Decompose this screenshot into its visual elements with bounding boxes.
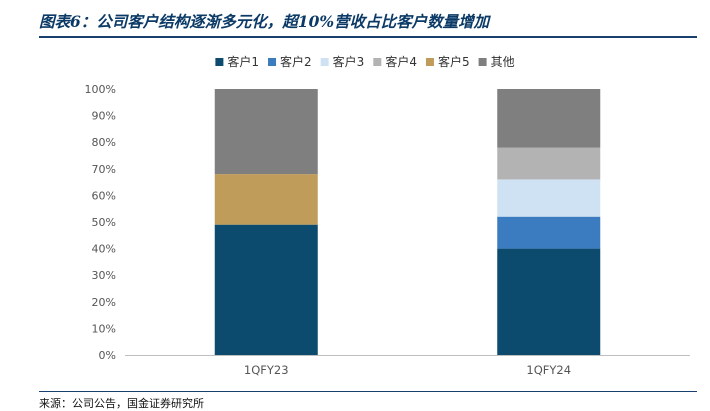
bars <box>214 89 601 355</box>
legend-label: 客户2 <box>280 54 312 69</box>
y-tick-label: 30% <box>92 269 116 282</box>
legend-swatch <box>425 58 434 66</box>
y-tick-label: 100% <box>85 83 116 96</box>
bar-segment <box>497 248 601 355</box>
legend-label: 客户4 <box>385 54 417 69</box>
source-rule <box>39 391 697 392</box>
legend-swatch <box>215 58 224 66</box>
bar-segment <box>497 216 601 249</box>
y-tick-label: 40% <box>92 243 116 256</box>
legend-swatch <box>478 58 487 66</box>
x-tick-label: 1QFY23 <box>244 363 289 377</box>
x-axis: 1QFY23 1QFY24 <box>125 355 690 377</box>
y-tick-label: 10% <box>92 322 116 335</box>
legend-swatch <box>268 58 277 66</box>
legend-label: 客户3 <box>333 54 365 69</box>
x-tick-label: 1QFY24 <box>526 363 571 377</box>
bar-segment <box>214 89 318 175</box>
y-tick-label: 90% <box>92 110 116 123</box>
legend-label: 客户5 <box>438 54 470 69</box>
legend: 客户1 客户2 客户3 客户4 客户5 其他 <box>215 54 515 69</box>
bar-segment <box>497 147 601 180</box>
y-axis: 0% 10% 20% 30% 40% 50% 60% 70% 80% 90% 100% <box>85 83 116 362</box>
y-tick-label: 60% <box>92 189 116 202</box>
legend-label: 客户1 <box>227 54 259 69</box>
bar-segment <box>497 179 601 217</box>
bar-segment <box>497 89 601 148</box>
y-tick-label: 80% <box>92 136 116 149</box>
y-tick-label: 50% <box>92 216 116 229</box>
legend-label: 其他 <box>491 55 515 69</box>
y-tick-label: 20% <box>92 296 116 309</box>
y-tick-label: 70% <box>92 163 116 176</box>
source-note: 来源：公司公告，国金证券研究所 <box>39 397 204 410</box>
bar-segment <box>214 224 318 355</box>
bar-segment <box>214 174 318 225</box>
legend-swatch <box>320 58 329 66</box>
legend-swatch <box>373 58 382 66</box>
y-tick-label: 0% <box>99 349 116 362</box>
figure-title: 图表6：公司客户结构逐渐多元化，超10%营收占比客户数量增加 <box>39 12 490 31</box>
title-rule <box>39 36 697 38</box>
